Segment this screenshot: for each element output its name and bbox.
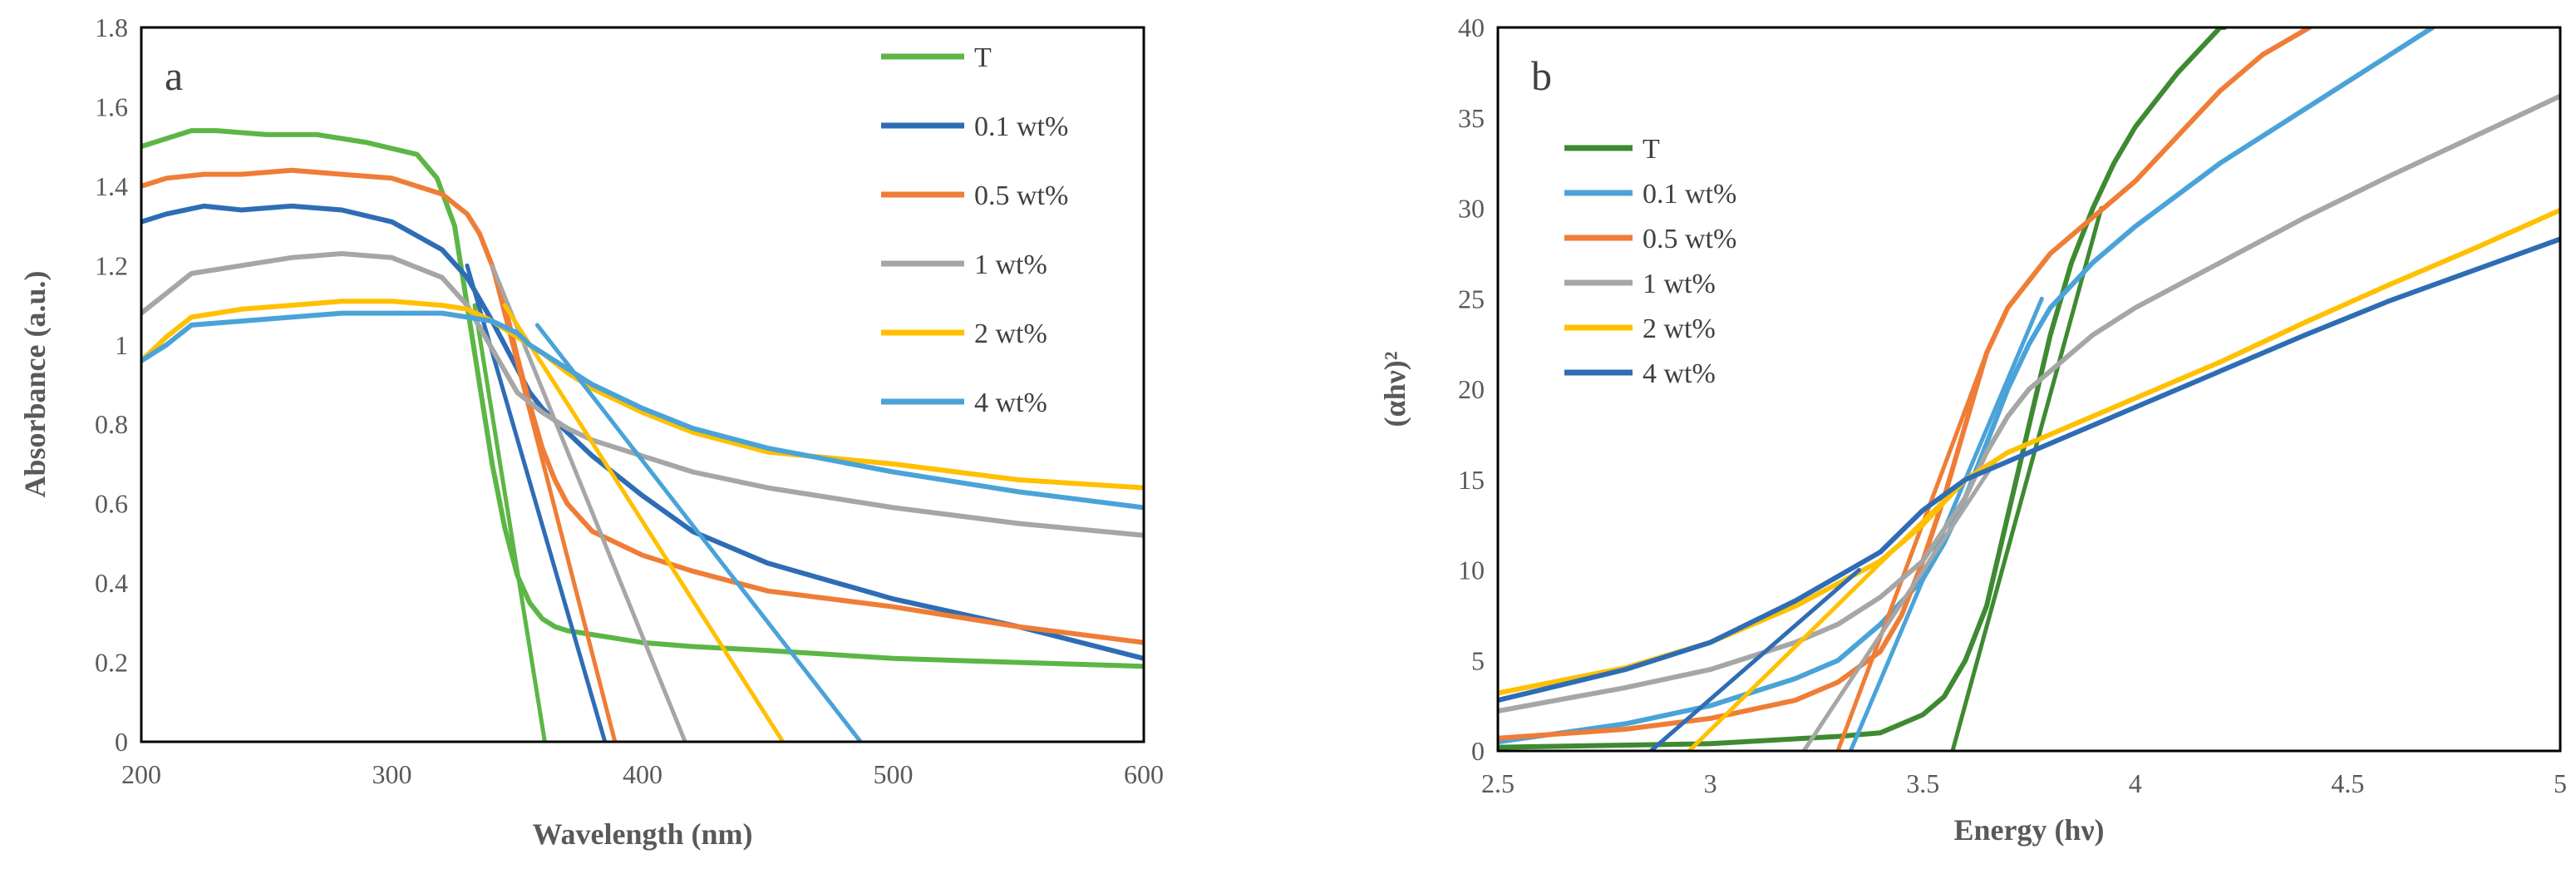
panel-a-legend-label: 2 wt% — [974, 318, 1047, 349]
panel-a-series-line-1 — [141, 203, 1144, 661]
panel-a-x-ticks: 200 300 400 500 600 — [121, 759, 1164, 789]
panel-b-legend-label: T — [1643, 134, 1660, 165]
panel-a-x-tick-label: 300 — [372, 759, 412, 789]
panel-a-legend-label: T — [974, 42, 992, 73]
panel-b-fit-line-4 — [1687, 477, 1968, 751]
panel-a-y-tick-label: 1 — [115, 330, 128, 360]
panel-b-x-axis-title: Energy (hν) — [1953, 813, 2104, 847]
panel-a-y-tick-label: 0 — [115, 727, 128, 757]
panel-a-x-axis-title: Wavelength (nm) — [533, 817, 753, 851]
panel-a-series-layer — [141, 128, 1144, 742]
panel-a-chart: 200 300 400 500 600 0 0.2 0.4 0.6 0.8 1 1.2 1.4 1.6 1… — [18, 12, 1164, 851]
panel-b-chart: 2.5 3 3.5 4 4.5 5 0 5 10 15 20 25 30 35 40 b Energy (… — [1378, 12, 2567, 847]
panel-a-y-tick-label: 1.4 — [95, 171, 128, 201]
panel-b-legend-label: 0.1 wt% — [1643, 179, 1736, 210]
panel-b-y-tick-label: 40 — [1458, 12, 1485, 42]
panel-b-y-tick-label: 5 — [1471, 645, 1485, 675]
panel-a-y-tick-label: 1.8 — [95, 12, 128, 42]
panel-a-fit-line-2 — [490, 263, 618, 742]
panel-a-fit-line-0 — [472, 303, 547, 742]
panel-a-y-tick-label: 0.4 — [95, 568, 128, 598]
panel-b-y-tick-label: 0 — [1471, 736, 1485, 766]
panel-a-label: a — [165, 52, 183, 99]
panel-a-y-ticks: 0 0.2 0.4 0.6 0.8 1 1.2 1.4 1.6 1.8 — [95, 12, 128, 757]
panel-a-y-tick-label: 1.6 — [95, 91, 128, 121]
panel-b-x-tick-label: 5 — [2554, 768, 2567, 798]
panel-a-plot-frame — [140, 26, 1145, 743]
panel-b-y-axis-title: (αhν)² — [1378, 352, 1411, 427]
panel-b-legend-label: 1 wt% — [1643, 269, 1716, 299]
panel-b-y-tick-label: 35 — [1458, 103, 1485, 133]
panel-b-series-line-2 — [1498, 27, 2312, 741]
panel-b-legend-label: 2 wt% — [1643, 314, 1716, 344]
panel-b-y-tick-label: 15 — [1458, 465, 1485, 495]
panel-a-legend: T 0.1 wt% 0.5 wt% 1 wt% 2 wt% 4 wt% — [881, 42, 1068, 418]
panel-a-legend-label: 4 wt% — [974, 388, 1047, 418]
panel-b-legend-label: 4 wt% — [1643, 358, 1716, 389]
panel-b-x-tick-label: 3.5 — [1906, 768, 1939, 798]
panel-b-x-tick-label: 4 — [2129, 768, 2142, 798]
panel-b-fit-line-5 — [1648, 568, 1862, 751]
panel-b-x-ticks: 2.5 3 3.5 4 4.5 5 — [1481, 768, 2567, 798]
panel-b-legend: T 0.1 wt% 0.5 wt% 1 wt% 2 wt% 4 wt% — [1564, 134, 1736, 389]
panel-a-x-tick-label: 400 — [623, 759, 662, 789]
panel-a-series-line-5 — [141, 310, 1144, 511]
panel-b-series-layer — [1498, 27, 2560, 751]
panel-b-y-ticks: 0 5 10 15 20 25 30 35 40 — [1458, 12, 1485, 766]
panel-a-y-tick-label: 0.8 — [95, 409, 128, 439]
panel-b-y-tick-label: 30 — [1458, 194, 1485, 224]
panel-b-y-tick-label: 20 — [1458, 374, 1485, 404]
panel-a-fit-line-4 — [502, 303, 786, 742]
panel-a-y-tick-label: 1.2 — [95, 250, 128, 280]
panel-a-fit-line-3 — [490, 263, 687, 742]
panel-b-fit-line-3 — [1801, 459, 1997, 751]
panel-b-x-tick-label: 2.5 — [1481, 768, 1515, 798]
panel-b-series-line-1 — [1498, 27, 2436, 745]
panel-a-y-tick-label: 0.6 — [95, 489, 128, 519]
panel-a-x-tick-label: 200 — [121, 759, 161, 789]
panel-a-legend-label: 0.1 wt% — [974, 111, 1068, 142]
panel-a-legend-label: 0.5 wt% — [974, 180, 1068, 211]
panel-b-series-line-5 — [1498, 236, 2560, 704]
panel-b-series-line-0 — [1498, 27, 2228, 750]
panel-b-y-tick-label: 25 — [1458, 284, 1485, 314]
panel-a-x-tick-label: 600 — [1124, 759, 1164, 789]
panel-a-x-tick-label: 500 — [874, 759, 914, 789]
panel-b-fit-line-2 — [1835, 351, 1989, 751]
panel-a-series-line-0 — [141, 128, 1144, 669]
panel-a-legend-label: 1 wt% — [974, 249, 1047, 280]
panel-b-y-tick-label: 10 — [1458, 555, 1485, 585]
panel-b-x-tick-label: 3 — [1704, 768, 1717, 798]
panel-b-plot-frame — [1496, 26, 2562, 753]
panel-a-series-line-3 — [141, 251, 1144, 538]
panel-a-y-tick-label: 0.2 — [95, 648, 128, 678]
panel-b-fit-line-0 — [1950, 206, 2104, 751]
panel-b-legend-label: 0.5 wt% — [1643, 224, 1736, 254]
panel-a-y-axis-title: Absorbance (a.u.) — [18, 270, 52, 497]
panel-b-x-tick-label: 4.5 — [2331, 768, 2364, 798]
panel-b-label: b — [1531, 52, 1552, 99]
panel-a-fit-line-5 — [534, 323, 863, 742]
